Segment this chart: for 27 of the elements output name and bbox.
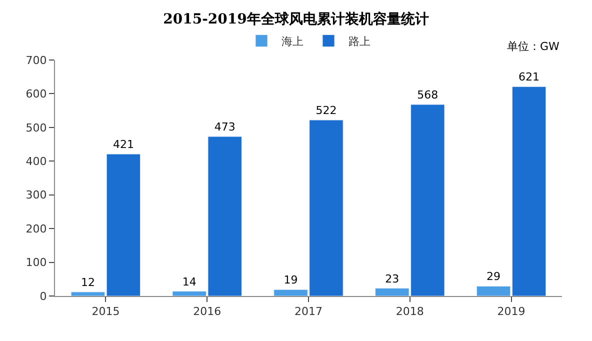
- y-tick-label: 400: [26, 154, 47, 168]
- chart-title: 2015-2019年全球风电累计装机容量统计: [163, 10, 429, 28]
- y-tick-label: 200: [26, 222, 47, 236]
- data-label: 29: [486, 270, 501, 284]
- y-tick-label: 700: [26, 54, 47, 67]
- text: 单位：GW: [507, 40, 560, 53]
- data-label: 14: [182, 275, 196, 288]
- x-tick-label: 2018: [396, 305, 424, 318]
- data-label: 568: [417, 88, 438, 102]
- data-label: 19: [284, 274, 298, 287]
- legend-label: 路上: [348, 35, 370, 48]
- y-tick-label: 600: [26, 88, 47, 101]
- data-label: 23: [385, 272, 400, 286]
- data-label: 621: [518, 70, 540, 84]
- x-tick-label: 2016: [193, 305, 222, 318]
- legend-label: 海上: [282, 35, 304, 48]
- y-tick-label: 0: [40, 290, 47, 303]
- x-tick-label: 2019: [497, 305, 526, 318]
- data-label: 473: [214, 120, 236, 134]
- y-tick-label: 500: [26, 121, 47, 134]
- data-label: 12: [80, 276, 95, 289]
- x-tick-label: 2015: [92, 305, 120, 318]
- data-label: 421: [112, 138, 134, 152]
- data-label: 522: [316, 104, 337, 118]
- y-tick-label: 100: [26, 256, 47, 270]
- x-tick-label: 2017: [294, 305, 322, 318]
- y-tick-label: 300: [26, 188, 47, 202]
